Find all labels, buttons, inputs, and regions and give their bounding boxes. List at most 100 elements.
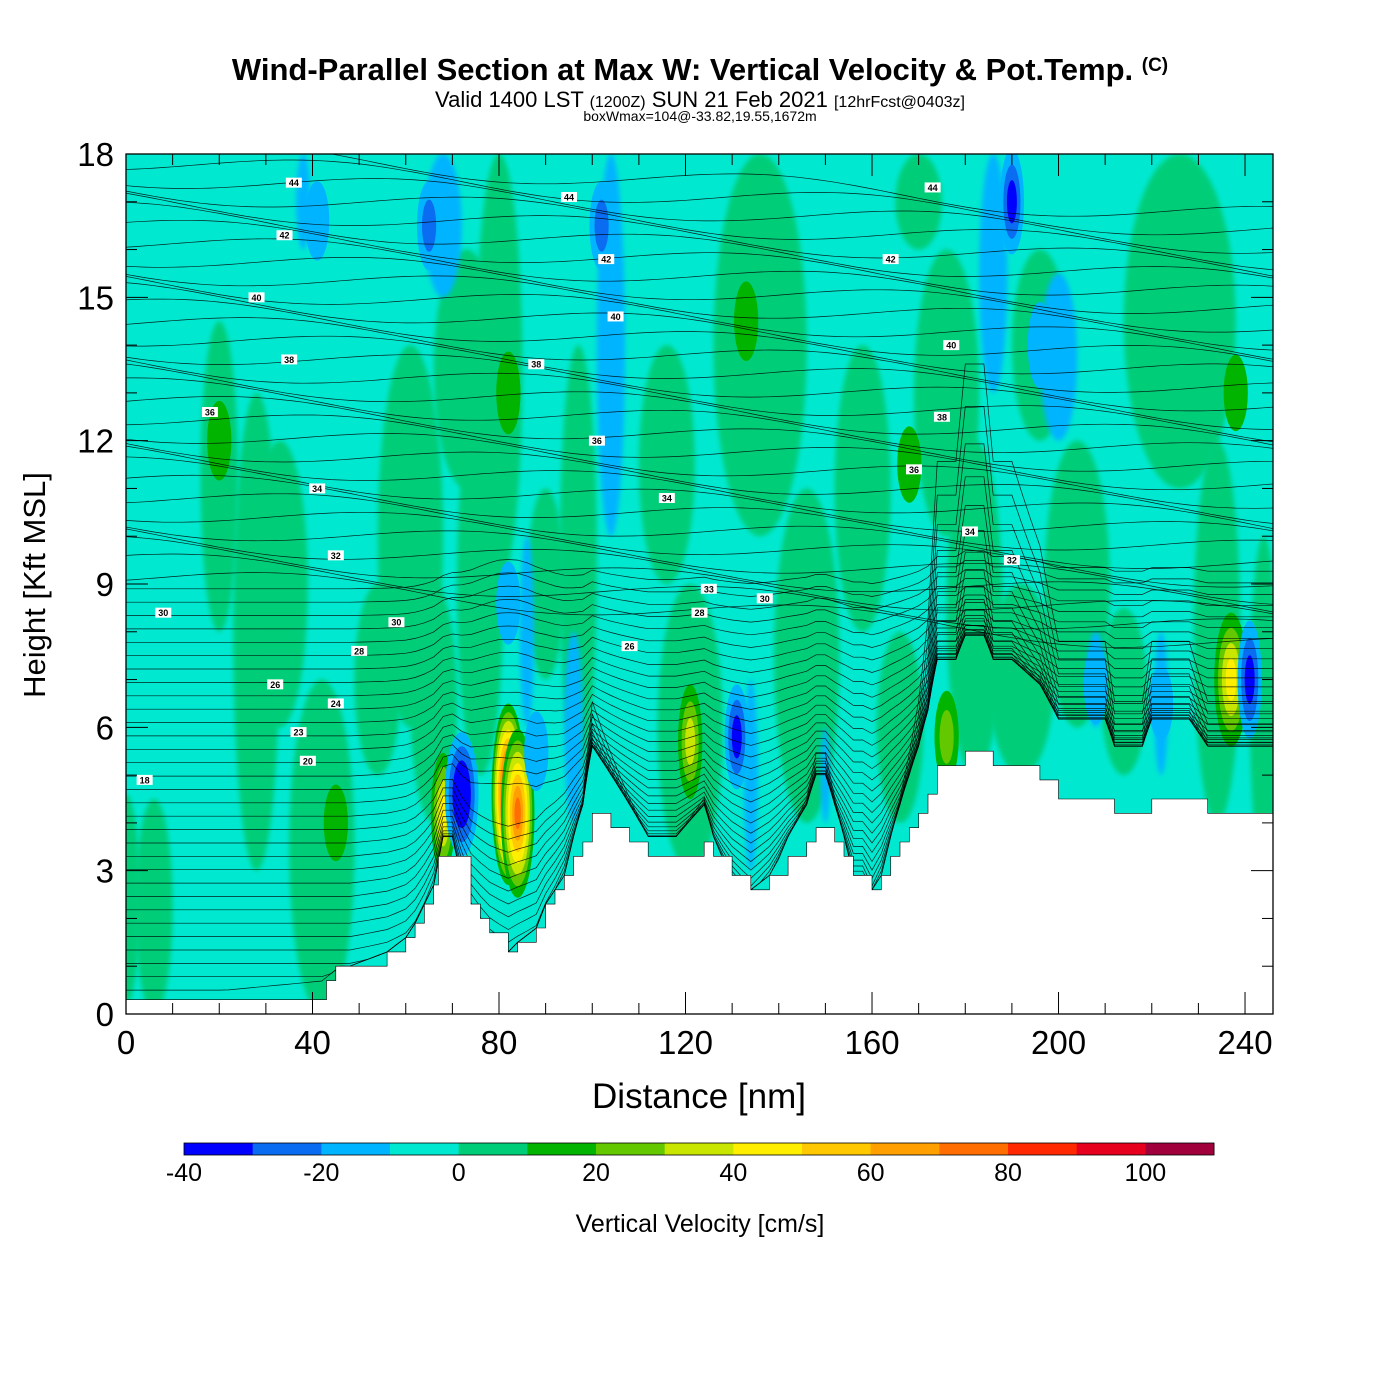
isentrope-label-text: 38 bbox=[284, 355, 294, 365]
isentrope-line bbox=[126, 363, 1273, 991]
isentrope-label-box bbox=[621, 641, 638, 652]
y-tick-label: 15 bbox=[77, 279, 114, 316]
isentrope-label: 34 bbox=[309, 483, 326, 494]
isentrope-label-text: 40 bbox=[611, 312, 621, 322]
isentrope-line bbox=[126, 624, 1273, 830]
isentrope-line bbox=[126, 274, 1273, 351]
isentrope-line bbox=[126, 414, 1273, 491]
isentrope-line bbox=[126, 594, 1273, 657]
isentrope-label-text: 44 bbox=[928, 183, 938, 193]
isentrope-label: 32 bbox=[1003, 555, 1020, 566]
isentrope-line bbox=[126, 526, 1273, 605]
w-contour-down bbox=[456, 774, 468, 814]
updraft-streak bbox=[946, 440, 1003, 776]
updraft-streak bbox=[638, 345, 695, 584]
isentrope-label-text: 30 bbox=[760, 594, 770, 604]
isentrope-label-box bbox=[155, 607, 172, 618]
isentrope-line bbox=[126, 493, 1273, 569]
isentrope-label: 30 bbox=[388, 617, 405, 628]
isentrope-label: 40 bbox=[248, 292, 265, 303]
updraft-streak bbox=[834, 345, 891, 632]
updraft-streak bbox=[1123, 154, 1236, 489]
w-contour-up bbox=[323, 784, 348, 862]
isentrope-label-box bbox=[388, 617, 405, 628]
isentrope-label: 34 bbox=[961, 526, 978, 537]
w-contour-up bbox=[685, 718, 696, 766]
isentrope-label-box bbox=[327, 698, 344, 709]
isentrope-label-box bbox=[882, 254, 899, 265]
colorbar-label: Vertical Velocity [cm/s] bbox=[576, 1210, 825, 1238]
updraft-streak bbox=[876, 631, 924, 823]
downdraft-streak bbox=[519, 536, 534, 728]
isentrope-line bbox=[126, 335, 1273, 412]
colorbar-swatch bbox=[939, 1143, 1009, 1155]
isentrope-label: 36 bbox=[905, 464, 922, 475]
isentrope-line bbox=[126, 282, 1273, 362]
w-contour-up bbox=[496, 351, 521, 435]
isentrope-label-box bbox=[248, 292, 265, 303]
isentrope-label-box bbox=[607, 311, 624, 322]
x-axis-label: Distance [nm] bbox=[592, 1077, 806, 1116]
w-contour-down bbox=[731, 715, 742, 759]
isentrope-label: 38 bbox=[281, 354, 298, 365]
isentrope-label-box bbox=[201, 407, 218, 417]
isentrope-label: 42 bbox=[598, 254, 615, 265]
isentrope-line bbox=[126, 615, 1273, 697]
w-contour-down bbox=[305, 181, 330, 261]
colorbar-swatch bbox=[802, 1143, 872, 1155]
colorbar-tick-label: -40 bbox=[166, 1159, 202, 1187]
isentrope-line bbox=[126, 528, 1273, 613]
isentrope-label: 28 bbox=[351, 645, 368, 656]
isentrope-label-box bbox=[267, 679, 284, 690]
isentrope-label: 44 bbox=[285, 177, 302, 188]
isentrope-line bbox=[126, 276, 1273, 360]
colorbar-swatch bbox=[870, 1143, 940, 1155]
w-contour-down bbox=[421, 199, 437, 252]
isentrope-label: 23 bbox=[290, 727, 307, 738]
isentrope-label: 38 bbox=[933, 411, 950, 422]
isentrope-label-text: 40 bbox=[946, 341, 956, 351]
isentrope-label-box bbox=[598, 254, 615, 265]
w-contour-down bbox=[496, 561, 521, 645]
colorbar-frame bbox=[183, 1142, 1215, 1156]
updraft-streak bbox=[135, 799, 173, 1014]
isentrope-label: 40 bbox=[607, 311, 624, 322]
colorbar-tick-label: 40 bbox=[719, 1159, 747, 1187]
isentrope-line bbox=[126, 178, 1273, 254]
chart-title: Wind-Parallel Section at Max W: Vertical… bbox=[0, 52, 1400, 88]
isentrope-label-text: 24 bbox=[331, 699, 341, 709]
x-tick-label: 0 bbox=[117, 1024, 135, 1061]
isentrope-label-box bbox=[658, 493, 675, 503]
isentrope-label-text: 44 bbox=[564, 193, 574, 203]
isentrope-label-text: 36 bbox=[205, 408, 215, 418]
isentrope-label: 24 bbox=[327, 698, 344, 709]
isentrope-label-box bbox=[528, 359, 545, 370]
isentrope-label-text: 34 bbox=[662, 494, 672, 504]
isentrope-line bbox=[126, 634, 1273, 790]
isentrope-label-text: 42 bbox=[601, 255, 611, 265]
isentrope-label: 40 bbox=[943, 340, 960, 351]
colorbar-tick-label: 0 bbox=[452, 1159, 466, 1187]
isentrope-label: 36 bbox=[588, 435, 605, 446]
isentrope-label-text: 32 bbox=[331, 551, 341, 561]
isentrope-line bbox=[126, 219, 1273, 296]
isentrope-label: 20 bbox=[299, 755, 316, 766]
isentrope-label-text: 34 bbox=[312, 484, 322, 494]
updraft-streak bbox=[895, 154, 942, 250]
colorbar-swatch bbox=[596, 1143, 666, 1155]
isentrope-label-text: 23 bbox=[294, 728, 304, 738]
isentrope-line bbox=[126, 629, 1273, 817]
isentrope-label-text: 30 bbox=[391, 618, 401, 628]
y-tick-label: 6 bbox=[96, 709, 114, 746]
isentrope-label: 33 bbox=[700, 583, 717, 594]
colorbar-swatch bbox=[664, 1143, 734, 1155]
x-tick-label: 80 bbox=[481, 1024, 518, 1061]
isentrope-line bbox=[126, 354, 1273, 430]
isentrope-line bbox=[126, 433, 1273, 509]
isentrope-label-text: 38 bbox=[531, 360, 541, 370]
terrain-mask bbox=[126, 750, 1273, 1014]
isentrope-line bbox=[126, 629, 1273, 737]
isentrope-line bbox=[126, 406, 1273, 978]
isentrope-label: 30 bbox=[155, 607, 172, 618]
